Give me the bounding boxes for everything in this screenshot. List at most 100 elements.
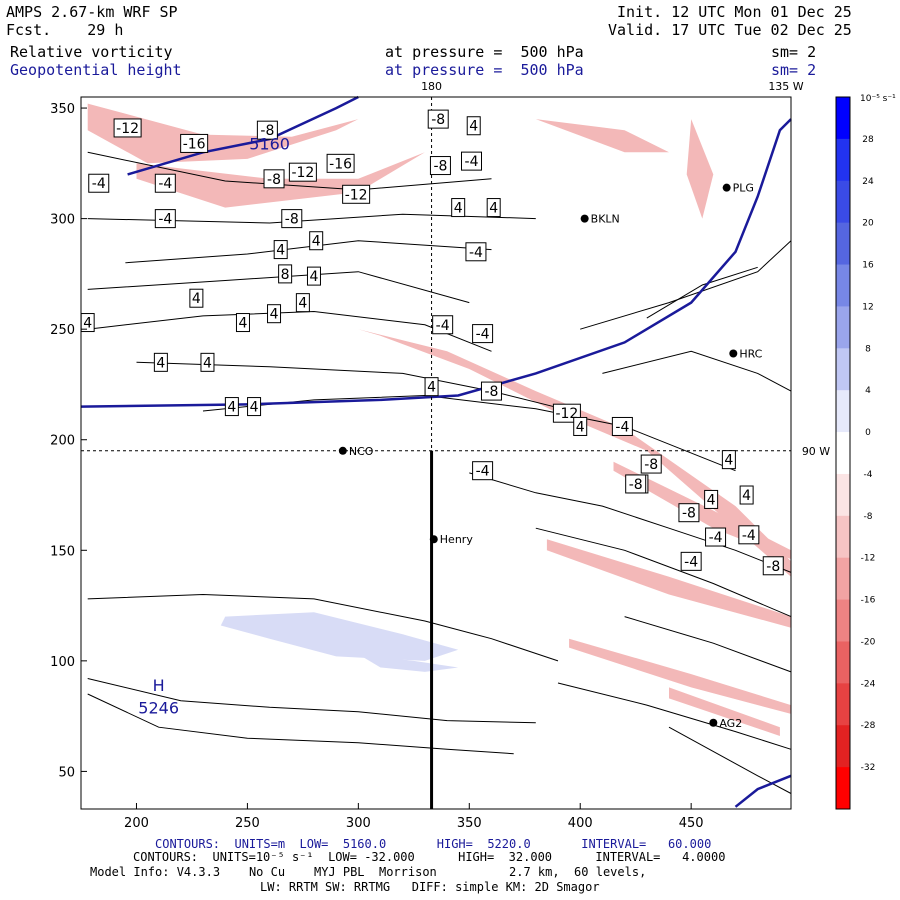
vorticity-contour-label: 4 xyxy=(739,485,754,505)
y-tick-label: 350 xyxy=(50,102,75,117)
label-box xyxy=(326,153,355,173)
colorbar-level-label: -24 xyxy=(861,679,876,689)
vorticity-contour xyxy=(87,213,536,224)
label-box xyxy=(273,240,288,260)
colorbar-segment xyxy=(836,641,850,684)
x-tick-label: 400 xyxy=(568,816,593,831)
vorticity-contour-label: -4 xyxy=(432,315,454,335)
vorticity-contour xyxy=(602,350,792,392)
smoothing2-label: sm= 2 xyxy=(771,61,817,79)
colorbar-segment xyxy=(836,473,850,517)
label-box xyxy=(429,156,451,176)
station-marker xyxy=(722,183,731,192)
positive-vorticity-band xyxy=(358,654,459,672)
colorbar-level-label: 8 xyxy=(865,344,871,354)
colorbar-level-label: 28 xyxy=(862,135,874,145)
label-value: -8 xyxy=(431,112,445,128)
label-value: 4 xyxy=(227,400,236,416)
vorticity-contour xyxy=(87,310,492,352)
positive-vorticity-band xyxy=(220,612,459,661)
vorticity-contour-label: -8 xyxy=(263,169,285,189)
label-box xyxy=(309,231,324,251)
label-value: -4 xyxy=(476,464,490,480)
label-box xyxy=(432,315,454,335)
vorticity-contour-label: -4 xyxy=(738,525,760,545)
vorticity-contour-label: 4 xyxy=(295,293,310,313)
height-label: 5160 xyxy=(249,134,290,153)
vort-contour-info: CONTOURS: UNITS=10⁻⁵ s⁻¹ LOW= -32.000 HI… xyxy=(133,850,726,864)
vorticity-contour xyxy=(668,726,792,794)
vorticity-contour-label: 4 xyxy=(451,198,466,218)
colorbar-segment xyxy=(836,557,850,601)
colorbar-segment xyxy=(836,180,850,224)
vorticity-contour-label: 4 xyxy=(466,116,481,136)
vorticity-contour xyxy=(87,678,536,724)
vorticity-contour xyxy=(535,527,792,618)
station-label: NCO xyxy=(349,445,374,458)
colorbar-level-label: 16 xyxy=(862,261,874,271)
pressure1-label: at pressure = 500 hPa xyxy=(385,43,584,61)
label-box xyxy=(247,397,262,417)
vorticity-contour-label: 4 xyxy=(200,352,215,372)
label-box xyxy=(235,313,250,333)
contour-label-layer: -12-16-8-8 4-16-12-8-8 -4-4 -4-12-4 -84 4-444… xyxy=(80,109,784,717)
height-label: 5246 xyxy=(138,698,179,717)
colorbar-level-label: 20 xyxy=(862,219,874,229)
label-value: -4 xyxy=(92,176,106,192)
vorticity-fill-layer xyxy=(87,103,791,736)
colorbar-level-label: -4 xyxy=(864,470,873,480)
label-box xyxy=(267,304,282,324)
model-title: AMPS 2.67-km WRF SP xyxy=(6,3,178,21)
label-box xyxy=(680,551,702,571)
valid-time: Valid. 17 UTC Tue 02 Dec 25 xyxy=(608,21,852,39)
vorticity-contour-label: -8 xyxy=(429,156,451,176)
x-tick-label: 200 xyxy=(124,816,149,831)
x-tick-label: 350 xyxy=(457,816,482,831)
vorticity-contour-label: 4 xyxy=(721,450,736,470)
label-value: -8 xyxy=(267,172,281,188)
label-box xyxy=(461,151,482,171)
height-contour xyxy=(734,774,792,808)
vorticity-contour-label: 4 xyxy=(153,352,168,372)
label-box xyxy=(88,173,110,193)
label-box xyxy=(288,162,317,182)
vorticity-contour-label: 4 xyxy=(273,240,288,260)
label-value: -16 xyxy=(183,136,206,152)
label-box xyxy=(263,169,285,189)
label-value: -4 xyxy=(436,318,450,334)
pressure2-label: at pressure = 500 hPa xyxy=(385,61,584,79)
label-value: 8 xyxy=(281,267,290,283)
label-box xyxy=(189,288,204,308)
label-box xyxy=(154,209,176,229)
colorbar-segment xyxy=(836,264,850,307)
vorticity-contour-label: -4 xyxy=(472,461,494,481)
label-box xyxy=(625,474,647,494)
label-value: -12 xyxy=(291,165,314,181)
label-box xyxy=(472,324,494,344)
station-label: BKLN xyxy=(591,213,620,226)
height-contour-info: CONTOURS: UNITS=m LOW= 5160.0 HIGH= 5220… xyxy=(155,837,712,851)
vorticity-contour-label: 4 xyxy=(267,304,282,324)
vorticity-contour xyxy=(646,266,758,319)
vorticity-contour-label: 4 xyxy=(573,416,588,436)
station-marker xyxy=(729,349,738,358)
label-value: 4 xyxy=(576,419,585,435)
vorticity-contour-label: -4 xyxy=(472,324,494,344)
label-box xyxy=(678,503,700,523)
label-value: 4 xyxy=(203,355,212,371)
vorticity-contour-label: 4 xyxy=(424,377,439,397)
negative-vorticity-band xyxy=(569,638,791,714)
vorticity-contour-label: -4 xyxy=(461,151,482,171)
label-box xyxy=(762,556,784,576)
label-box xyxy=(451,198,466,218)
vorticity-contour-label: -16 xyxy=(180,133,209,153)
init-time: Init. 12 UTC Mon 01 Dec 25 xyxy=(617,3,852,21)
label-box xyxy=(306,266,321,286)
vorticity-contour-label: -12 xyxy=(342,184,371,204)
label-value: 4 xyxy=(250,400,259,416)
label-box xyxy=(472,461,494,481)
label-box xyxy=(342,184,371,204)
label-value: -12 xyxy=(116,121,139,137)
label-box xyxy=(486,198,501,218)
vorticity-contour-label: 4 xyxy=(704,489,719,509)
